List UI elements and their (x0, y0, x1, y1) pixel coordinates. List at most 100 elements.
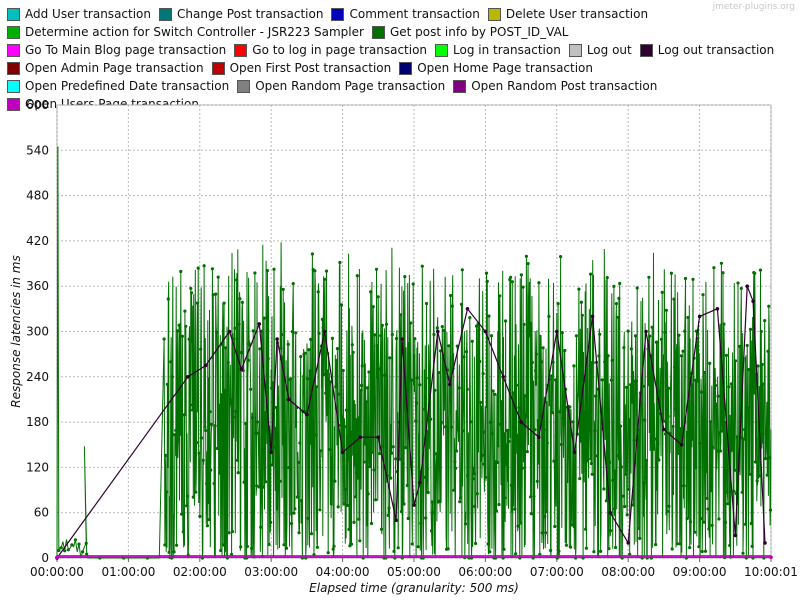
data-point (710, 523, 714, 528)
data-point (537, 435, 541, 440)
legend-label: Get post info by POST_ID_VAL (389, 25, 569, 39)
data-point (204, 428, 208, 433)
legend-label: Delete User transaction (505, 7, 649, 21)
legend-label: Open First Post transaction (229, 61, 392, 75)
data-point (477, 327, 481, 332)
data-point (733, 468, 737, 472)
data-point (702, 520, 706, 524)
data-point (334, 385, 338, 389)
data-point (59, 546, 63, 550)
data-point (741, 551, 745, 555)
data-point (591, 361, 595, 365)
data-point (661, 381, 665, 385)
data-point (519, 420, 523, 424)
data-point (553, 524, 557, 529)
data-point (532, 494, 536, 498)
data-point (758, 474, 762, 478)
data-point (554, 378, 558, 382)
data-point (362, 460, 366, 464)
data-point (657, 458, 661, 462)
data-point (255, 420, 259, 424)
data-point (489, 334, 494, 338)
data-point (749, 521, 753, 526)
data-point (626, 329, 630, 333)
data-point (166, 297, 170, 301)
data-point (228, 397, 232, 401)
data-point (678, 542, 682, 546)
data-point (313, 269, 317, 273)
data-point (572, 364, 576, 368)
data-point (233, 326, 237, 330)
data-point (558, 410, 562, 414)
data-point (367, 370, 371, 374)
data-point (725, 490, 729, 494)
data-point (172, 550, 176, 554)
data-point (327, 383, 331, 387)
data-point (766, 349, 770, 353)
data-point (336, 505, 340, 509)
data-point (530, 360, 534, 365)
data-point (655, 340, 659, 344)
data-point (516, 524, 520, 528)
data-point (424, 516, 428, 520)
data-point (217, 403, 221, 407)
data-point (561, 417, 565, 421)
data-point (488, 550, 492, 554)
data-point (700, 549, 704, 554)
data-point (767, 304, 771, 308)
data-point (374, 267, 379, 271)
data-point (459, 496, 463, 500)
data-point (497, 502, 501, 507)
data-point (437, 371, 441, 375)
data-point (735, 435, 739, 439)
data-point (206, 500, 210, 505)
data-point (678, 427, 683, 431)
data-point (748, 472, 752, 476)
data-point (691, 277, 695, 281)
data-point (572, 450, 577, 455)
legend-swatch (568, 43, 582, 57)
data-point (368, 465, 372, 469)
data-point (465, 387, 469, 391)
data-point (394, 336, 399, 341)
data-point (284, 488, 288, 492)
data-point (340, 415, 344, 419)
data-point (404, 446, 408, 450)
data-point (434, 479, 438, 483)
data-point (701, 293, 705, 297)
data-point (764, 432, 768, 436)
data-point (214, 292, 218, 296)
y-tick-label: 240 (26, 370, 49, 384)
data-point (358, 539, 362, 543)
data-point (197, 451, 201, 455)
data-point (590, 314, 595, 319)
data-point (360, 364, 364, 368)
x-tick-label: 01:00:00 (101, 565, 155, 579)
data-point (358, 435, 363, 440)
data-point (496, 444, 500, 448)
data-point (232, 337, 236, 341)
data-point (364, 415, 368, 419)
data-point (432, 332, 436, 337)
y-tick-label: 420 (26, 234, 49, 248)
data-point (577, 287, 581, 291)
data-point (457, 386, 461, 390)
data-point (250, 546, 254, 551)
data-point (608, 460, 612, 464)
data-point (717, 517, 721, 521)
data-point (549, 374, 554, 378)
data-point (524, 254, 529, 258)
data-point (316, 290, 320, 294)
data-point (499, 400, 504, 404)
data-point (584, 527, 588, 531)
data-point (484, 475, 488, 479)
data-point (440, 325, 444, 329)
data-point (471, 477, 475, 481)
data-point (611, 478, 615, 482)
data-point (293, 507, 297, 511)
legend-label: Open Admin Page transaction (25, 61, 204, 75)
data-point (296, 460, 300, 465)
data-point (191, 495, 195, 499)
data-point (320, 317, 324, 321)
